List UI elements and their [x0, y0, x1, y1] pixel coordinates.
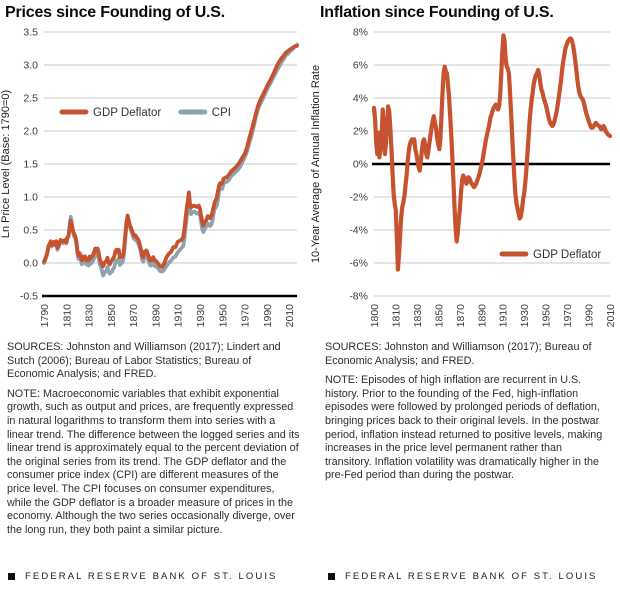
inflation-y-axis-title: 10-Year Average of Annual Inflation Rate [310, 65, 322, 263]
x-tick-label: 1950 [541, 304, 553, 328]
series-line-gdp-deflator [42, 43, 299, 269]
x-tick-label: 1990 [584, 304, 596, 328]
y-tick-label: -0.5 [20, 291, 38, 303]
x-tick-label: 1990 [262, 304, 274, 328]
x-tick-label: 2010 [284, 304, 296, 328]
prices-chart-title: Prices since Founding of U.S. [5, 4, 226, 21]
x-tick-label: 1850 [433, 304, 445, 328]
x-tick-label: 1870 [455, 304, 467, 328]
prices-chart: Ln Price Level (Base: 1790=0) 3.5 3.0 2.5 2… [0, 27, 299, 328]
footer-label: FEDERAL RESERVE BANK OF ST. LOUIS [345, 571, 598, 582]
x-tick-label: 1850 [106, 304, 118, 328]
y-tick-label: 6% [353, 60, 368, 72]
y-tick-label: -8% [349, 291, 368, 303]
y-tick-label: 2.5 [23, 93, 38, 105]
y-tick-label: 3.0 [23, 60, 38, 72]
series-line-gdp-deflator [371, 33, 613, 272]
inflation-note-text: NOTE: Episodes of high inflation are rec… [325, 374, 603, 482]
inflation-chart-title: Inflation since Founding of U.S. [320, 4, 554, 21]
y-tick-label: -4% [349, 225, 368, 237]
y-tick-label: 2.0 [23, 126, 38, 138]
x-tick-label: 1970 [240, 304, 252, 328]
x-tick-label: 1810 [61, 304, 73, 328]
inflation-column: Inflation since Founding of U.S. 10-Year… [310, 0, 620, 593]
y-tick-label: 0.0 [23, 258, 38, 270]
y-tick-label: -2% [349, 192, 368, 204]
x-tick-label: 1830 [84, 304, 96, 328]
legend-label: GDP Deflator [93, 107, 161, 119]
x-tick-label: 2010 [605, 304, 617, 328]
y-tick-label: -6% [349, 258, 368, 270]
prices-y-axis-title: Ln Price Level (Base: 1790=0) [0, 90, 12, 238]
x-tick-label: 1930 [519, 304, 531, 328]
inflation-sources-text: SOURCES: Johnston and Williamson (2017);… [325, 341, 592, 367]
legend-label: GDP Deflator [533, 249, 601, 261]
prices-column: Prices since Founding of U.S. Ln Price L… [0, 4, 310, 582]
inflation-footer: FEDERAL RESERVE BANK OF ST. LOUIS [328, 571, 620, 582]
square-bullet-icon [328, 573, 335, 580]
y-tick-label: 2% [353, 126, 368, 138]
x-tick-label: 1790 [39, 304, 51, 328]
x-tick-label: 1800 [369, 304, 381, 328]
x-tick-label: 1890 [476, 304, 488, 328]
series-line-cpi [42, 42, 299, 278]
inflation-chart: 10-Year Average of Annual Inflation Rate… [310, 27, 617, 328]
y-tick-label: 4% [353, 93, 368, 105]
x-tick-label: 1950 [217, 304, 229, 328]
y-tick-label: 1.0 [23, 192, 38, 204]
x-tick-label: 1970 [562, 304, 574, 328]
prices-note-text: NOTE: Macroeconomic variables that exhib… [7, 387, 300, 536]
y-tick-label: 8% [353, 27, 368, 39]
footer-label: FEDERAL RESERVE BANK OF ST. LOUIS [25, 571, 278, 582]
x-tick-label: 1890 [150, 304, 162, 328]
prices-sources-text: SOURCES: Johnston and Williamson (2017);… [7, 341, 281, 381]
legend-label: CPI [212, 107, 231, 119]
square-bullet-icon [8, 573, 15, 580]
x-tick-label: 1930 [195, 304, 207, 328]
y-tick-label: 0% [353, 159, 368, 171]
prices-footer: FEDERAL RESERVE BANK OF ST. LOUIS [8, 571, 310, 582]
y-tick-label: 0.5 [23, 225, 38, 237]
x-tick-label: 1910 [173, 304, 185, 328]
x-tick-label: 1830 [412, 304, 424, 328]
x-tick-label: 1810 [390, 304, 402, 328]
y-tick-label: 1.5 [23, 159, 38, 171]
y-tick-label: 3.5 [23, 27, 38, 39]
x-tick-label: 1870 [128, 304, 140, 328]
x-tick-label: 1910 [498, 304, 510, 328]
